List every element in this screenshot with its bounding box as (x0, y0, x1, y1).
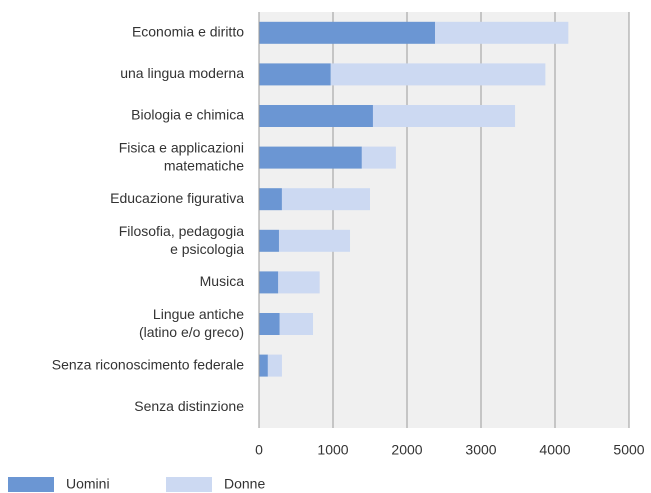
x-tick-label: 2000 (391, 442, 422, 458)
x-tick-label: 5000 (613, 442, 644, 458)
bar (330, 63, 546, 86)
bar (259, 313, 280, 335)
x-tick-label: 1000 (317, 442, 348, 458)
y-tick-label: Filosofia, pedagogia e psicologia (119, 223, 245, 257)
bar (361, 146, 396, 169)
bar (259, 271, 279, 294)
legend-swatch (166, 477, 212, 492)
bar (259, 188, 282, 211)
bar (259, 354, 268, 377)
bar (259, 229, 279, 252)
y-tick-label: Biologia e chimica (131, 107, 244, 123)
bar (278, 229, 351, 252)
bar (281, 188, 370, 211)
bar (278, 271, 320, 294)
bar (372, 105, 516, 127)
bar (279, 313, 314, 335)
x-tick-label: 3000 (465, 442, 496, 458)
legend-swatch (8, 477, 54, 492)
bar (259, 146, 362, 169)
y-tick-label: Lingue antiche (latino e/o greco) (139, 306, 244, 340)
legend-label: Uomini (66, 476, 110, 492)
y-tick-label: Fisica e applicazioni matematiche (119, 139, 244, 173)
x-tick-label: 4000 (539, 442, 570, 458)
legend-label: Donne (224, 476, 265, 492)
bar (259, 21, 436, 44)
x-tick-label: 0 (255, 442, 263, 458)
y-tick-label: Educazione figurativa (110, 190, 244, 206)
bar (259, 105, 373, 127)
y-tick-label: Senza distinzione (134, 398, 244, 414)
bar (267, 354, 282, 377)
y-tick-label: Economia e diritto (132, 24, 244, 40)
bar (435, 21, 569, 44)
y-tick-label: una lingua moderna (120, 65, 244, 81)
y-tick-label: Senza riconoscimento federale (52, 356, 244, 372)
y-tick-label: Musica (200, 273, 245, 289)
bar (259, 63, 331, 86)
